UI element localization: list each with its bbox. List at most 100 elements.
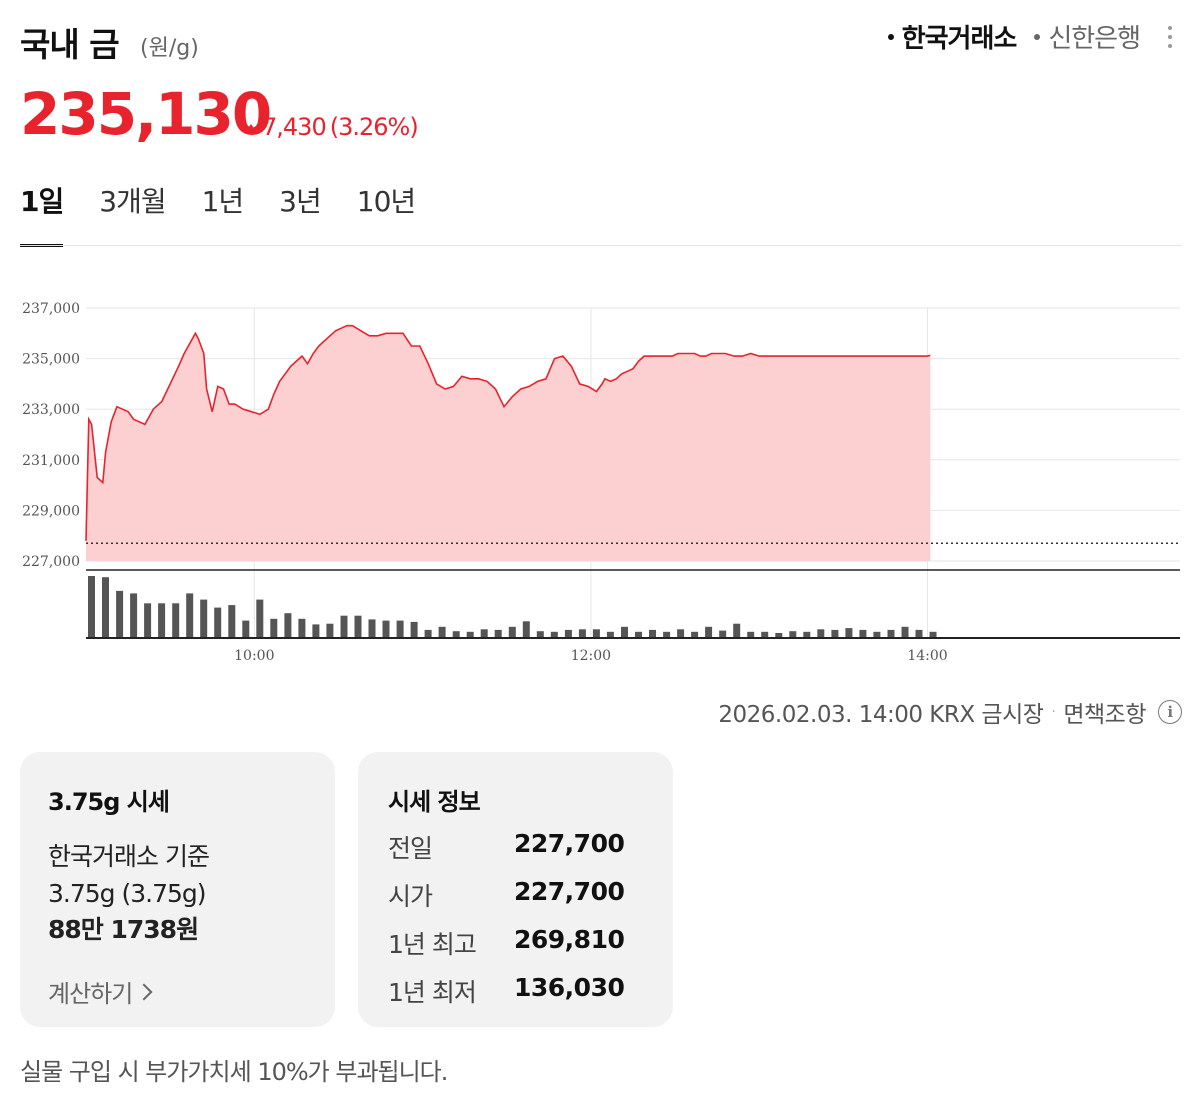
- volume-bar: [803, 631, 811, 638]
- source-selector: 한국거래소 신한은행: [887, 18, 1182, 55]
- info-row-year-high: 1년 최고 269,810: [388, 925, 643, 961]
- volume-bar: [761, 631, 769, 638]
- volume-bar: [915, 629, 923, 638]
- price-info-card: 시세 정보 전일 227,700 시가 227,700 1년 최고 269,81…: [358, 752, 673, 1027]
- triangle-up-icon: [246, 123, 256, 131]
- period-tabs: 1일 3개월 1년 3년 10년: [20, 180, 416, 247]
- y-tick-label: 229,000: [22, 503, 80, 519]
- volume-bar: [228, 605, 236, 638]
- volume-bar: [116, 590, 124, 638]
- volume-bar: [326, 623, 334, 638]
- current-price: 235,130: [20, 80, 272, 148]
- source-krx[interactable]: 한국거래소: [887, 18, 1017, 55]
- volume-bar: [382, 620, 390, 638]
- tab-divider: [20, 245, 1182, 246]
- volume-bar: [284, 613, 292, 638]
- volume-bar: [102, 577, 109, 638]
- volume-bar: [831, 629, 839, 638]
- chevron-right-icon: [135, 983, 153, 1000]
- card-title: 시세 정보: [388, 788, 481, 816]
- volume-bar: [298, 618, 306, 638]
- volume-bar: [242, 620, 250, 638]
- volume-bar: [186, 593, 194, 638]
- volume-bar: [606, 631, 614, 638]
- separator: ·: [1051, 704, 1056, 720]
- tab-3year[interactable]: 3년: [279, 185, 322, 218]
- volume-bar: [635, 631, 642, 638]
- y-tick-label: 227,000: [22, 554, 80, 570]
- volume-bar: [691, 631, 699, 638]
- volume-bar: [592, 629, 600, 638]
- price-chart[interactable]: 237,000 235,000 233,000 231,000 229,000 227,0…: [0, 280, 1200, 675]
- volume-bar: [663, 631, 671, 638]
- volume-bar: [705, 626, 713, 638]
- y-tick-label: 235,000: [22, 352, 80, 368]
- volume-bar: [144, 603, 152, 638]
- volume-bar: [172, 603, 180, 638]
- volume-bar: [508, 626, 516, 638]
- volume-bar: [887, 629, 895, 638]
- volume-bar: [621, 626, 628, 638]
- volume-bar: [677, 629, 685, 638]
- card-title: 3.75g 시세: [48, 788, 170, 816]
- volume-bar: [368, 619, 376, 638]
- volume-bar: [424, 629, 432, 638]
- volume-bar: [438, 626, 446, 638]
- info-value: 227,700: [514, 877, 625, 906]
- volume-bar: [747, 631, 755, 638]
- source-shinhan[interactable]: 신한은행: [1034, 18, 1141, 55]
- page-title: 국내 금: [20, 25, 120, 64]
- tab-1day[interactable]: 1일: [20, 180, 64, 247]
- volume-bar: [480, 629, 488, 638]
- tab-10year[interactable]: 10년: [356, 185, 416, 218]
- calculate-link[interactable]: 계산하기: [48, 974, 307, 1009]
- volume-bar: [396, 620, 404, 638]
- more-options-icon[interactable]: [1158, 22, 1182, 52]
- calculate-label: 계산하기: [48, 980, 133, 1008]
- volume-bar: [256, 599, 264, 638]
- volume-bar: [340, 615, 348, 638]
- volume-bar: [564, 629, 572, 638]
- volume-bar: [817, 629, 825, 638]
- y-tick-label: 231,000: [22, 453, 80, 469]
- bullet-icon: [887, 33, 894, 40]
- price-unit: (원/g): [140, 36, 199, 61]
- volume-bar: [733, 623, 741, 638]
- chart-footnote: 2026.02.03. 14:00 KRX 금시장 · 면책조항 i: [718, 695, 1182, 729]
- volume-bar: [158, 603, 166, 638]
- info-value: 269,810: [514, 925, 625, 954]
- bullet-icon: [1034, 33, 1041, 40]
- tab-1year[interactable]: 1년: [201, 185, 245, 218]
- volume-bar: [873, 631, 881, 638]
- volume-bar: [452, 631, 460, 638]
- price-change: 7,430 (3.26%): [246, 113, 419, 141]
- volume-bar: [845, 628, 853, 638]
- volume-bar: [270, 618, 278, 638]
- volume-bar: [410, 621, 418, 638]
- volume-bar: [789, 631, 797, 638]
- info-row-prev-close: 전일 227,700: [388, 829, 643, 865]
- info-label: 전일: [388, 834, 433, 863]
- info-icon[interactable]: i: [1158, 700, 1182, 724]
- card-basis: 한국거래소 기준: [48, 842, 210, 871]
- volume-bar: [859, 629, 867, 638]
- info-label: 1년 최저: [388, 978, 477, 1007]
- price-line: [85, 324, 931, 541]
- info-row-open: 시가 227,700: [388, 877, 643, 913]
- volume-bar: [354, 615, 362, 638]
- volume-bar: [719, 630, 727, 638]
- volume-bar: [200, 599, 208, 638]
- volume-bar: [466, 631, 474, 638]
- x-tick-label: 12:00: [571, 648, 611, 664]
- info-label: 시가: [388, 882, 433, 911]
- vat-note: 실물 구입 시 부가가치세 10%가 부과됩니다.: [20, 1058, 448, 1086]
- volume-bar: [522, 621, 530, 638]
- disclaimer-link[interactable]: 면책조항: [1063, 702, 1146, 728]
- source-label: 신한은행: [1048, 24, 1141, 54]
- card-weight: 3.75g (3.75g): [48, 879, 207, 908]
- change-amount: 7,430: [262, 113, 327, 141]
- gram-price-card: 3.75g 시세 한국거래소 기준 3.75g (3.75g) 88만 1738…: [20, 752, 335, 1027]
- volume-bar: [494, 629, 502, 638]
- tab-3month[interactable]: 3개월: [99, 185, 166, 218]
- volume-bar: [214, 607, 222, 638]
